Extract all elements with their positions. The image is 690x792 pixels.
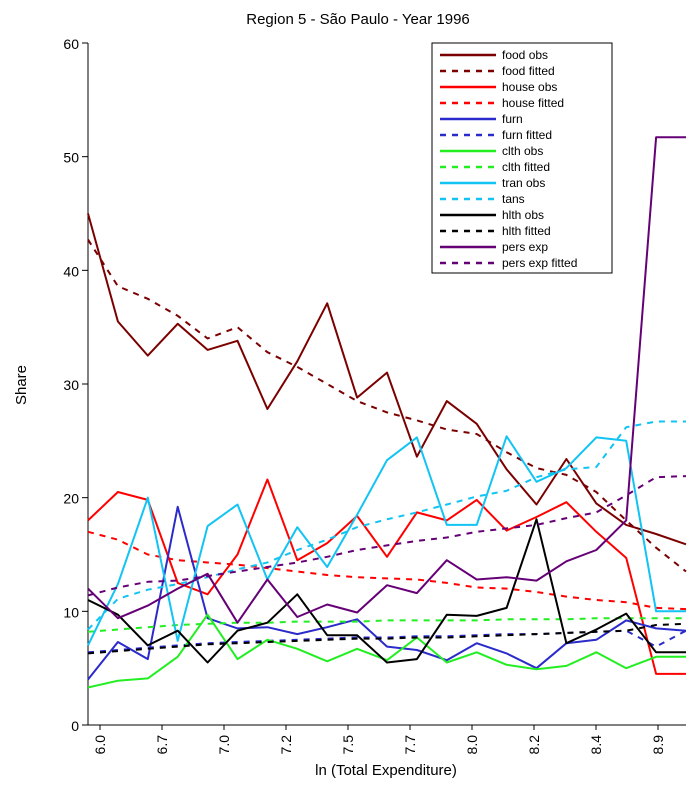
series-line-0 bbox=[87, 213, 687, 546]
x-tick-label: 6.7 bbox=[154, 735, 170, 755]
legend-label: furn fitted bbox=[502, 128, 552, 142]
y-tick-label: 0 bbox=[71, 718, 79, 734]
legend: food obs food fitted house obs house fitted… bbox=[431, 42, 613, 274]
x-tick-label: 6.0 bbox=[92, 735, 108, 755]
y-tick-label: 60 bbox=[63, 36, 79, 52]
legend-label: house obs bbox=[502, 80, 557, 94]
legend-label: furn bbox=[502, 112, 523, 126]
series-line-12 bbox=[87, 136, 686, 624]
series-line-9 bbox=[87, 420, 686, 631]
y-tick-label: 50 bbox=[63, 150, 79, 166]
series-line-10 bbox=[87, 518, 686, 664]
legend-label: hlth fitted bbox=[502, 224, 551, 238]
series-line-13 bbox=[87, 475, 687, 597]
series-line-1 bbox=[87, 239, 687, 573]
x-tick-label: 7.0 bbox=[216, 735, 232, 755]
legend-label: tans bbox=[502, 192, 525, 206]
series-line-6 bbox=[87, 613, 686, 689]
y-tick-label: 20 bbox=[63, 491, 79, 507]
series-line-8 bbox=[87, 435, 686, 646]
x-tick-label: 8.4 bbox=[588, 735, 604, 755]
series-line-7 bbox=[87, 617, 686, 633]
y-tick-label: 40 bbox=[63, 263, 79, 279]
legend-label: house fitted bbox=[502, 96, 564, 110]
y-tick-label: 30 bbox=[63, 377, 79, 393]
legend-label: food obs bbox=[502, 48, 548, 62]
plot-area: 0 10 20 30 40 50 60 6.0 6.7 7.0 7.2 7.5 7.7 8.0 8.2 8.4… bbox=[63, 36, 687, 755]
x-tick-label: 8.9 bbox=[650, 735, 666, 755]
series-line-5 bbox=[87, 629, 687, 654]
legend-label: hlth obs bbox=[502, 208, 544, 222]
legend-label: tran obs bbox=[502, 176, 545, 190]
x-tick-label: 8.0 bbox=[464, 735, 480, 755]
x-axis-label: ln (Total Expenditure) bbox=[315, 762, 457, 779]
x-tick-label: 7.5 bbox=[340, 735, 356, 755]
y-tick-label: 10 bbox=[63, 604, 79, 620]
x-tick-label: 7.7 bbox=[402, 735, 418, 755]
y-axis-label: Share bbox=[13, 365, 30, 405]
legend-box bbox=[431, 42, 613, 274]
legend-label: food fitted bbox=[502, 64, 555, 78]
series-line-11 bbox=[87, 622, 687, 655]
legend-label: pers exp bbox=[502, 240, 548, 254]
legend-label: clth fitted bbox=[502, 160, 550, 174]
chart-title: Region 5 - São Paulo - Year 1996 bbox=[246, 11, 470, 28]
series-line-3 bbox=[87, 530, 687, 611]
series-line-4 bbox=[87, 505, 687, 681]
x-tick-label: 8.2 bbox=[526, 735, 542, 755]
x-tick-label: 7.2 bbox=[278, 735, 294, 755]
legend-label: clth obs bbox=[502, 144, 543, 158]
legend-label: pers exp fitted bbox=[502, 256, 577, 270]
series-line-2 bbox=[87, 478, 686, 675]
